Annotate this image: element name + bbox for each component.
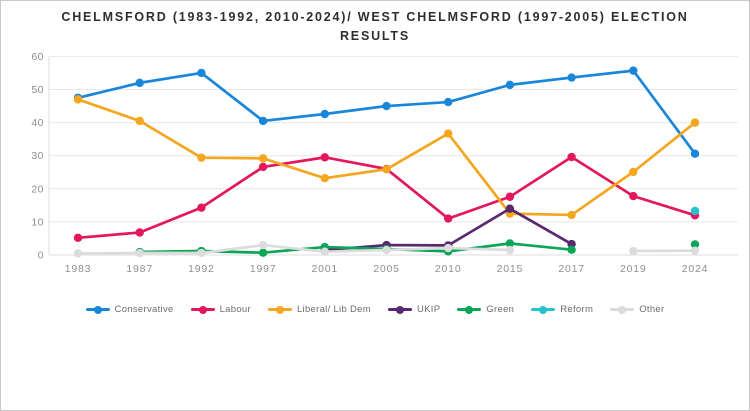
data-point-labour	[73, 233, 83, 242]
legend-item-ukip: UKIP	[387, 304, 441, 315]
data-point-conservative	[690, 149, 700, 158]
data-point-conservative	[629, 66, 638, 75]
legend-item-liberal-lib-dem: Liberal/ Lib Dem	[267, 304, 371, 315]
data-point-labour	[197, 203, 206, 212]
x-axis-tick-label: 2010	[435, 263, 462, 275]
legend-marker-icon-green	[457, 305, 482, 314]
data-point-green	[258, 248, 268, 257]
data-point-labour	[629, 191, 638, 201]
y-axis-tick-label: 50	[31, 84, 44, 96]
legend-item-green: Green	[457, 304, 514, 315]
data-point-conservative	[567, 73, 576, 82]
legend-label-labour: Labour	[219, 304, 251, 315]
data-point-reform	[690, 206, 700, 216]
legend-item-other: Other	[610, 304, 664, 315]
chart-legend: Conservative Labour Liberal/ Lib Dem UKIP Gr…	[1, 304, 749, 315]
x-axis-tick-label: 2024	[682, 263, 709, 275]
data-point-conservative	[320, 109, 329, 119]
chart-title-line2: RESULTS	[339, 29, 410, 43]
y-axis-tick-label: 10	[31, 216, 44, 228]
y-axis-tick-label: 40	[31, 117, 44, 129]
data-point-liberal-lib-dem	[567, 210, 576, 220]
legend-marker-icon-other	[610, 305, 635, 314]
legend-marker-icon-ukip	[387, 305, 412, 314]
legend-label-green: Green	[486, 304, 515, 315]
data-point-green	[505, 239, 515, 248]
data-point-liberal-lib-dem	[135, 116, 144, 126]
x-axis-tick-label: 1992	[188, 263, 215, 275]
data-point-liberal-lib-dem	[258, 154, 268, 163]
data-point-conservative	[382, 101, 391, 111]
x-axis-tick-label: 2017	[558, 263, 585, 275]
data-point-conservative	[197, 68, 206, 78]
legend-label-other: Other	[639, 304, 665, 315]
data-point-labour	[567, 152, 576, 162]
legend-label-reform: Reform	[560, 304, 594, 315]
data-point-green	[567, 245, 576, 254]
x-axis-tick-label: 2005	[373, 263, 400, 275]
data-point-labour	[444, 214, 453, 223]
chart-title: CHELMSFORD (1983-1992, 2010-2024)/ WEST …	[25, 8, 725, 46]
data-point-labour	[258, 162, 268, 172]
data-point-other	[73, 249, 83, 258]
data-point-liberal-lib-dem	[73, 95, 83, 104]
legend-label-conservative: Conservative	[114, 304, 174, 315]
x-axis-tick-label: 1983	[65, 263, 92, 275]
data-point-conservative	[258, 116, 268, 126]
chart-title-line1: CHELMSFORD (1983-1992, 2010-2024)/ WEST …	[61, 10, 689, 24]
data-point-conservative	[135, 78, 144, 88]
data-point-liberal-lib-dem	[197, 153, 206, 162]
legend-item-conservative: Conservative	[85, 304, 174, 315]
data-point-liberal-lib-dem	[382, 165, 391, 174]
legend-item-reform: Reform	[531, 304, 593, 315]
x-axis-tick-label: 2015	[497, 263, 524, 275]
data-point-other	[444, 243, 453, 253]
x-axis-tick-label: 1987	[126, 263, 153, 275]
data-point-conservative	[505, 80, 515, 90]
data-point-other	[505, 245, 515, 255]
legend-marker-icon-reform	[531, 305, 556, 314]
y-axis-tick-label: 30	[31, 150, 44, 162]
y-axis-tick-label: 0	[38, 250, 44, 262]
data-point-other	[258, 240, 268, 250]
data-point-liberal-lib-dem	[320, 174, 329, 183]
data-point-conservative	[444, 97, 453, 107]
series-line-liberal-lib-dem	[76, 98, 697, 217]
data-point-other	[690, 246, 700, 255]
legend-item-labour: Labour	[190, 304, 251, 315]
data-point-other	[382, 245, 391, 255]
data-point-labour	[320, 153, 329, 162]
data-point-liberal-lib-dem	[444, 129, 453, 138]
legend-marker-icon-liberal-lib-dem	[267, 305, 292, 314]
x-axis-tick-label: 2019	[620, 263, 647, 275]
x-axis-tick-label: 1997	[250, 263, 277, 275]
data-point-liberal-lib-dem	[629, 167, 638, 177]
y-axis-tick-label: 20	[31, 183, 44, 195]
series-line-conservative	[76, 69, 697, 156]
data-point-other	[197, 248, 206, 258]
data-point-ukip	[505, 204, 515, 213]
y-axis-tick-label: 60	[31, 51, 44, 63]
data-point-other	[135, 248, 144, 258]
data-point-liberal-lib-dem	[690, 118, 700, 127]
data-point-green	[690, 240, 700, 249]
data-point-labour	[135, 228, 144, 237]
data-point-other	[320, 247, 329, 256]
legend-marker-icon-conservative	[85, 305, 110, 314]
legend-marker-icon-labour	[190, 305, 215, 314]
data-point-other	[629, 246, 638, 256]
legend-label-ukip: UKIP	[416, 304, 441, 315]
plot-area: 0 10 20 30 40 50 60 1983 1987 1992 1997 2001 2005 201…	[31, 51, 738, 275]
series-line-other	[76, 243, 512, 255]
legend-label-liberal-lib-dem: Liberal/ Lib Dem	[296, 304, 371, 315]
x-axis-tick-label: 2001	[312, 263, 339, 275]
data-point-labour	[505, 192, 515, 201]
